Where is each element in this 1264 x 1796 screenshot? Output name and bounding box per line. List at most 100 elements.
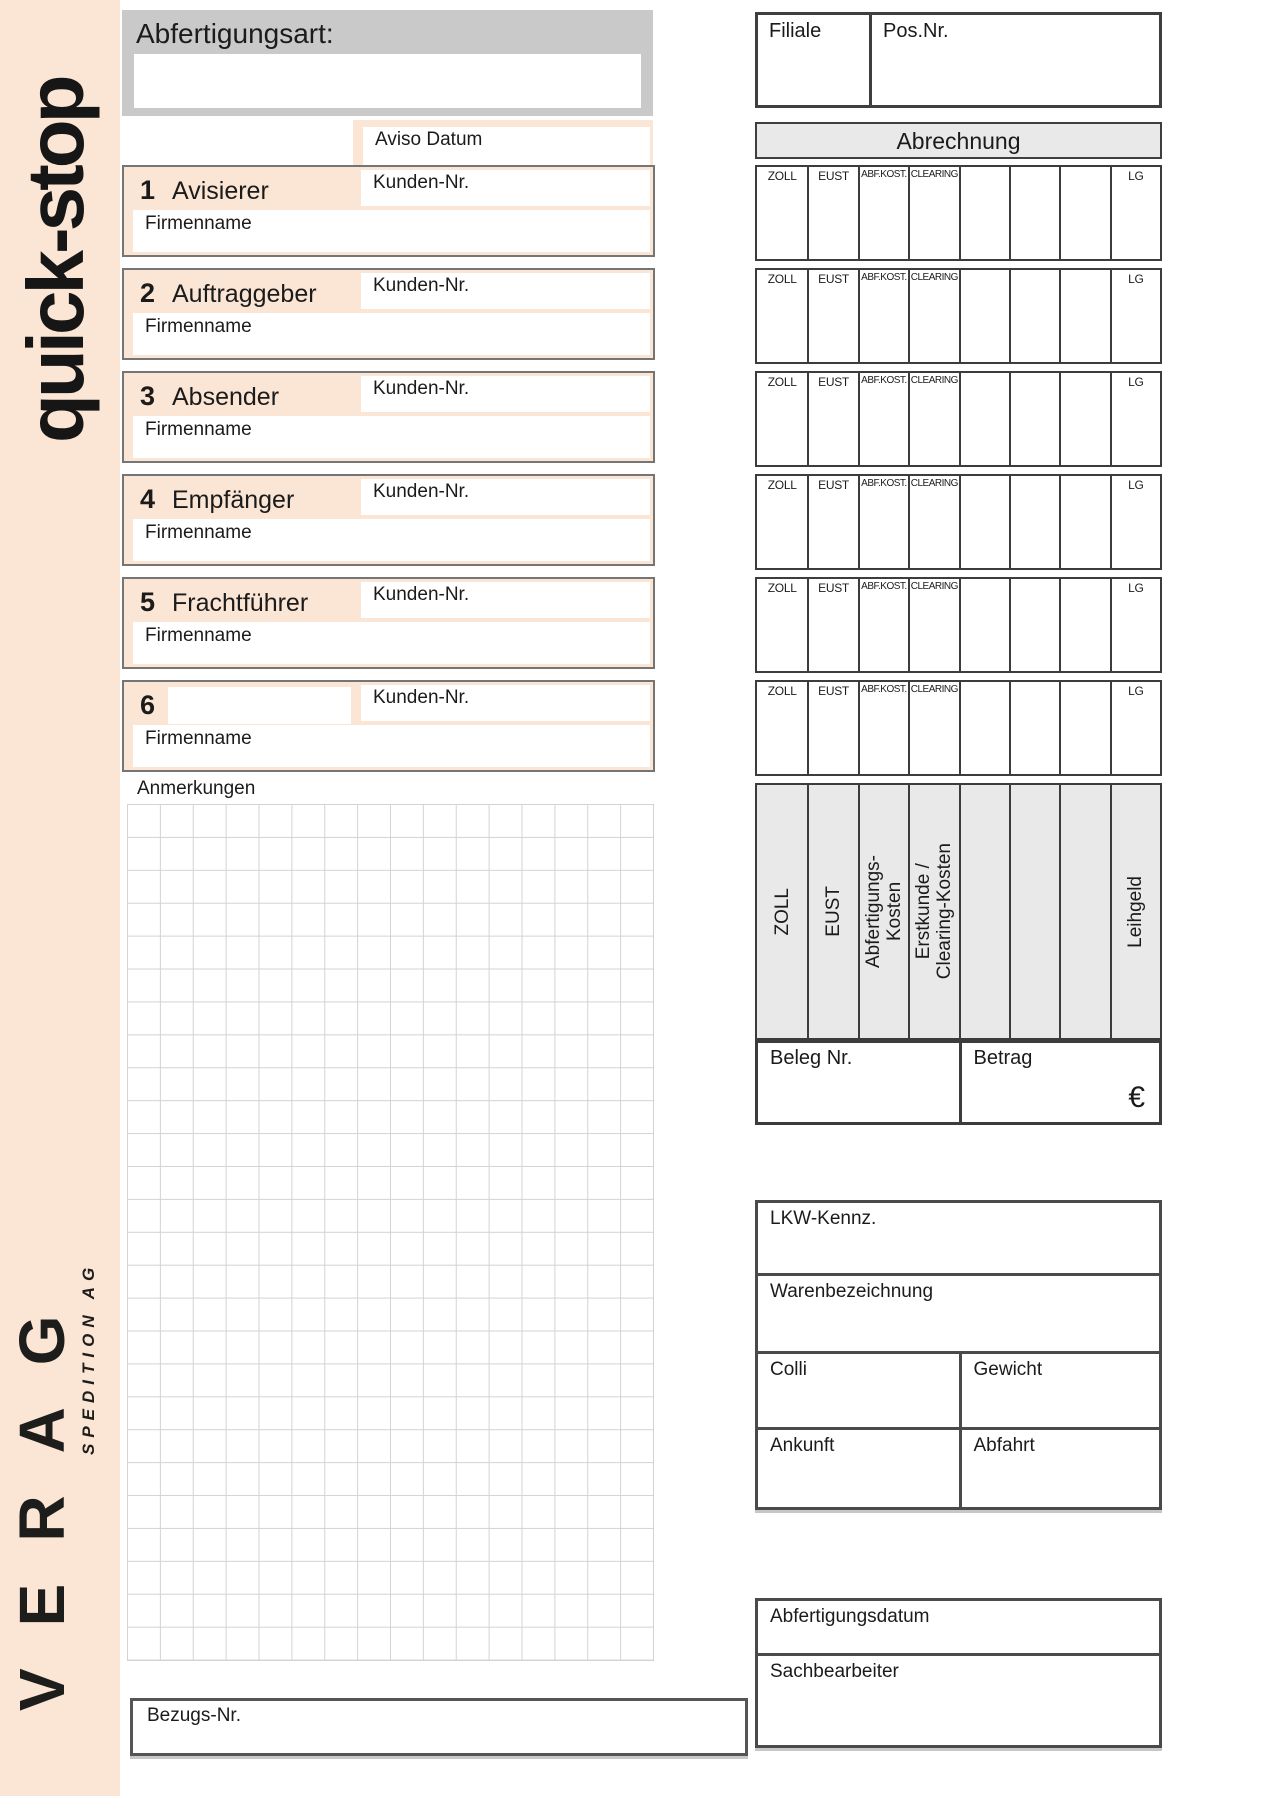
kunden-nr-input[interactable]: Kunden-Nr. (361, 479, 650, 515)
abrechnung-cell[interactable]: LG (1109, 167, 1160, 259)
abrechnung-cell[interactable]: EUST (807, 579, 857, 671)
abrechnung-cell[interactable]: ZOLL (757, 270, 807, 362)
abrechnung-cell[interactable]: EUST (807, 476, 857, 568)
abfertigungsdatum-input[interactable]: Abfertigungsdatum (758, 1601, 1159, 1653)
abrechnung-cell[interactable] (1059, 373, 1109, 465)
ankunft-input[interactable]: Ankunft (758, 1430, 959, 1507)
abrechnung-cell[interactable] (958, 476, 1009, 568)
abrechnung-cell[interactable]: ZOLL (757, 579, 807, 671)
firmenname-input[interactable]: Firmenname (133, 313, 650, 355)
firmenname-input[interactable]: Firmenname (133, 622, 650, 664)
abrechnung-column-header: LG (1128, 169, 1144, 183)
abrechnung-cell[interactable] (958, 682, 1009, 774)
abrechnung-column-header: LG (1128, 375, 1144, 389)
kunden-nr-label: Kunden-Nr. (373, 378, 470, 399)
bezugs-nr-label: Bezugs-Nr. (147, 1705, 241, 1726)
abrechnung-cell[interactable]: LG (1109, 682, 1160, 774)
kunden-nr-input[interactable]: Kunden-Nr. (361, 582, 650, 618)
abrechnung-cell[interactable] (1059, 270, 1109, 362)
abrechnung-vertical-cell: ZOLL (757, 785, 808, 1038)
abrechnung-cell[interactable] (1059, 579, 1109, 671)
abrechnung-cell[interactable]: EUST (807, 373, 857, 465)
party-type-input[interactable] (168, 687, 351, 724)
abrechnung-cell[interactable] (1008, 270, 1059, 362)
colli-gewicht-row: Colli Gewicht (758, 1351, 1159, 1427)
abrechnung-vertical-cell: Abfertigungs- Kosten (857, 785, 909, 1038)
abrechnung-cell[interactable] (1008, 682, 1059, 774)
betrag-input[interactable]: Betrag € (958, 1043, 1160, 1122)
abrechnung-cell[interactable]: CLEARING (908, 167, 958, 259)
abrechnung-column-header: ABF.KOST. (861, 478, 907, 489)
abrechnung-cell[interactable]: CLEARING (908, 270, 958, 362)
abrechnung-cell[interactable]: EUST (807, 167, 857, 259)
abrechnung-cell[interactable]: EUST (807, 682, 857, 774)
kunden-nr-input[interactable]: Kunden-Nr. (361, 376, 650, 412)
kunden-nr-input[interactable]: Kunden-Nr. (361, 273, 650, 309)
abrechnung-cell[interactable] (1008, 167, 1059, 259)
abrechnung-cell[interactable] (958, 270, 1009, 362)
abrechnung-cell[interactable] (1008, 476, 1059, 568)
abrechnung-cell[interactable] (1008, 579, 1059, 671)
abrechnung-cell[interactable]: ABF.KOST. (857, 270, 908, 362)
abrechnung-cell[interactable]: CLEARING (908, 579, 958, 671)
party-block-4: 4 Empfänger Kunden-Nr. Firmenname (122, 474, 655, 566)
abfertigungsart-input[interactable] (134, 54, 641, 108)
abrechnung-cell[interactable]: ABF.KOST. (857, 167, 908, 259)
bezugs-nr-box[interactable]: Bezugs-Nr. (130, 1698, 748, 1756)
firmenname-input[interactable]: Firmenname (133, 725, 650, 767)
abrechnung-cell[interactable]: ZOLL (757, 373, 807, 465)
kunden-nr-label: Kunden-Nr. (373, 687, 470, 708)
kunden-nr-input[interactable]: Kunden-Nr. (361, 685, 650, 721)
abrechnung-cell[interactable] (1059, 682, 1109, 774)
aviso-datum-input[interactable]: Aviso Datum (363, 127, 650, 165)
abrechnung-cell[interactable] (1008, 373, 1059, 465)
party-number: 3 (140, 381, 156, 411)
sachbearbeiter-input[interactable]: Sachbearbeiter (758, 1653, 1159, 1745)
abrechnung-cell[interactable] (1059, 167, 1109, 259)
abrechnung-cell[interactable]: ABF.KOST. (857, 579, 908, 671)
colli-input[interactable]: Colli (758, 1354, 959, 1427)
abrechnung-cell[interactable]: LG (1109, 476, 1160, 568)
abrechnung-column-header: CLEARING (910, 169, 959, 180)
abrechnung-cell[interactable]: CLEARING (908, 373, 958, 465)
abrechnung-cell[interactable] (958, 373, 1009, 465)
aviso-datum-wrap: Aviso Datum (353, 120, 653, 165)
abrechnung-cell[interactable]: ABF.KOST. (857, 682, 908, 774)
abrechnung-cell[interactable]: ZOLL (757, 476, 807, 568)
abrechnung-cell[interactable]: LG (1109, 270, 1160, 362)
abrechnung-cell[interactable] (958, 579, 1009, 671)
warenbezeichnung-label: Warenbezeichnung (770, 1281, 934, 1302)
abrechnung-column-header: CLEARING (910, 272, 959, 283)
party-title: Empfänger (172, 486, 295, 514)
abrechnung-cell[interactable]: ZOLL (757, 167, 807, 259)
firmenname-label: Firmenname (145, 213, 252, 234)
beleg-nr-input[interactable]: Beleg Nr. (758, 1043, 959, 1122)
firmenname-input[interactable]: Firmenname (133, 210, 650, 252)
abrechnung-row-5: ZOLL EUST ABF.KOST. CLEARING LG (755, 577, 1162, 673)
abrechnung-cell[interactable]: CLEARING (908, 476, 958, 568)
abrechnung-cell[interactable]: LG (1109, 579, 1160, 671)
filiale-label: Filiale (769, 20, 822, 42)
party-title: Avisierer (172, 177, 269, 205)
filiale-input[interactable]: Filiale (758, 15, 869, 105)
pos-nr-input[interactable]: Pos.Nr. (869, 15, 1159, 105)
lkw-kennz-input[interactable]: LKW-Kennz. (758, 1203, 1159, 1273)
abrechnung-column-header: ABF.KOST. (861, 684, 907, 695)
gewicht-input[interactable]: Gewicht (958, 1354, 1160, 1427)
firmenname-input[interactable]: Firmenname (133, 416, 650, 458)
abrechnung-cell[interactable] (1059, 476, 1109, 568)
abrechnung-vertical-cell: EUST (807, 785, 858, 1038)
abrechnung-cell[interactable] (958, 167, 1009, 259)
warenbezeichnung-input[interactable]: Warenbezeichnung (758, 1273, 1159, 1351)
abrechnung-cell[interactable]: EUST (807, 270, 857, 362)
firmenname-input[interactable]: Firmenname (133, 519, 650, 561)
abrechnung-cell[interactable]: ABF.KOST. (857, 476, 908, 568)
abrechnung-cell[interactable]: LG (1109, 373, 1160, 465)
party-number: 6 (140, 690, 156, 720)
kunden-nr-input[interactable]: Kunden-Nr. (361, 170, 650, 206)
abrechnung-cell[interactable]: ZOLL (757, 682, 807, 774)
abfahrt-input[interactable]: Abfahrt (958, 1430, 1160, 1507)
abrechnung-cell[interactable]: ABF.KOST. (857, 373, 908, 465)
anmerkungen-grid[interactable] (127, 804, 654, 1661)
abrechnung-cell[interactable]: CLEARING (908, 682, 958, 774)
